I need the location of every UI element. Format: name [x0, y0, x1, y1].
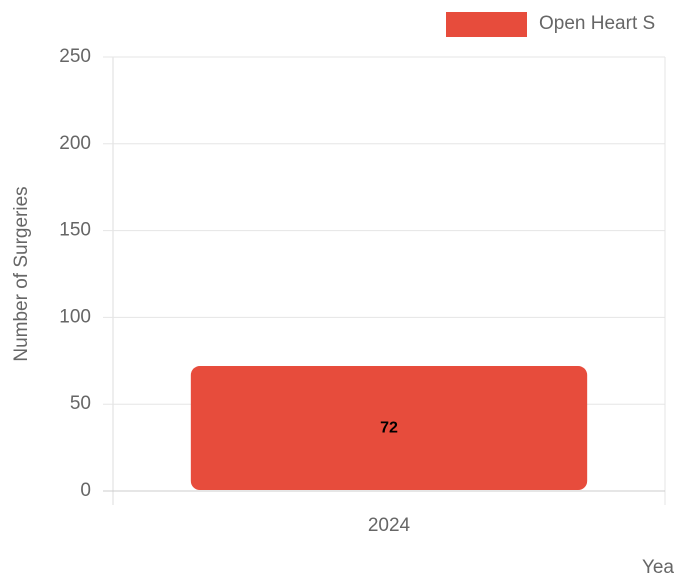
data-label: 72 — [380, 420, 398, 437]
y-axis-title: Number of Surgeries — [11, 186, 32, 361]
y-tick-label: 200 — [59, 133, 91, 154]
legend-label: Open Heart S — [539, 13, 655, 34]
y-tick-label: 50 — [70, 393, 91, 414]
y-tick-label: 100 — [59, 306, 91, 327]
y-tick-label: 150 — [59, 220, 91, 241]
legend-swatch — [446, 12, 527, 37]
bar — [190, 366, 588, 490]
y-tick-label: 250 — [59, 46, 91, 67]
y-tick-label: 0 — [80, 480, 91, 501]
x-tick-label: 2024 — [368, 515, 411, 536]
x-axis-title: Yea — [642, 557, 674, 578]
